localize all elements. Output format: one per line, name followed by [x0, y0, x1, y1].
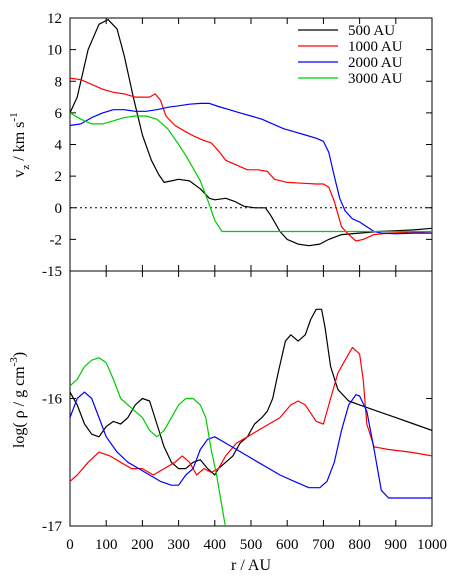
density-series-1000-au	[70, 346, 432, 482]
velocity-series	[70, 19, 432, 247]
y-tick-label: 10	[47, 43, 62, 59]
density-y-ticks: -15 -16 -17	[42, 264, 432, 535]
y-tick-label: -2	[50, 232, 63, 248]
y-tick-label: 4	[55, 138, 63, 154]
x-tick-label: 700	[312, 537, 335, 553]
x-tick-label: 200	[131, 537, 154, 553]
x-tick-label: 600	[276, 537, 299, 553]
density-series-500-au	[70, 308, 432, 476]
x-tick-label: 100	[95, 537, 118, 553]
y-tick-label: 2	[55, 169, 63, 185]
x-tick-label: 300	[167, 537, 190, 553]
density-y-axis-label: log( ρ / g cm-3)	[8, 352, 28, 448]
y-tick-label: 12	[47, 11, 62, 27]
velocity-series-2000-au	[70, 102, 432, 235]
velocity-series-1000-au	[70, 77, 432, 242]
x-tick-label: 1000	[417, 537, 447, 553]
legend-label: 500 AU	[348, 23, 395, 39]
x-tick-label: 0	[66, 537, 74, 553]
x-tick-label: 400	[204, 537, 227, 553]
velocity-series-500-au	[70, 19, 432, 247]
x-axis-label: r / AU	[231, 557, 271, 574]
y-tick-label: 6	[55, 106, 63, 122]
x-tick-label: 900	[385, 537, 408, 553]
legend-label: 1000 AU	[348, 39, 403, 55]
x-tick-label: 800	[348, 537, 371, 553]
velocity-series-3000-au	[70, 112, 432, 233]
velocity-y-axis-label: vz / km s-1	[8, 112, 32, 177]
legend-label: 3000 AU	[348, 71, 403, 87]
y-tick-label: 8	[55, 74, 63, 90]
density-series	[70, 308, 432, 526]
density-panel: -15-16-17 0 100 200 300 400 500 600 700 800 900 10…	[8, 18, 447, 574]
density-series-2000-au	[70, 391, 432, 499]
density-series-3000-au	[70, 357, 226, 526]
y-tick-label: -16	[42, 392, 62, 408]
y-tick-label: -17	[42, 519, 62, 535]
x-axis-ticks: 0 100 200 300 400 500 600 700 800 900 1000	[66, 18, 447, 553]
y-tick-label: -15	[42, 264, 62, 280]
density-plot-frame	[69, 270, 433, 527]
y-tick-label: 0	[55, 201, 63, 217]
velocity-y-ticks: 12 10 8 6 4 2 0 -2	[47, 11, 432, 248]
legend-label: 2000 AU	[348, 55, 403, 71]
x-tick-label: 500	[240, 537, 263, 553]
